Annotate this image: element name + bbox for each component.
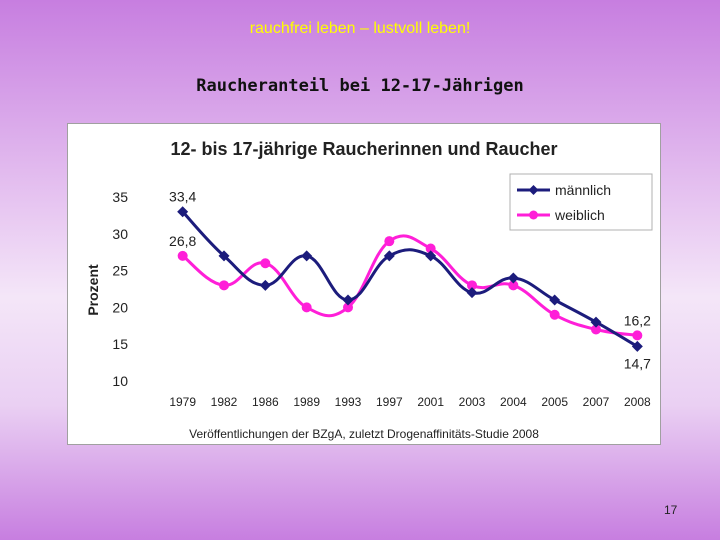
data-point-maennlich-1986: [259, 279, 271, 291]
x-tick-label-1982: 1982: [211, 395, 238, 409]
data-point-weiblich-1993: [343, 302, 353, 313]
data-point-maennlich-1997: [383, 250, 395, 262]
series-line-maennlich: [181, 210, 639, 348]
y-tick-label-3: 25: [112, 263, 128, 279]
x-tick-label-1979: 1979: [169, 395, 196, 409]
data-point-weiblich-2007: [591, 324, 601, 335]
chart-frame: 12- bis 17-jährige Raucherinnen und Rauc…: [67, 123, 661, 445]
data-point-weiblich-1997: [384, 236, 395, 247]
x-tick-label-1986: 1986: [252, 395, 279, 409]
data-point-weiblich-1986: [260, 258, 271, 269]
x-tick-label-2001: 2001: [417, 395, 444, 409]
y-tick-label-2: 20: [112, 299, 128, 315]
data-label-1: 26,8: [169, 233, 196, 249]
data-label-0: 33,4: [169, 189, 196, 205]
legend-marker-maennlich: [528, 185, 539, 195]
x-tick-label-2007: 2007: [583, 395, 610, 409]
x-tick-label-1989: 1989: [293, 395, 320, 409]
data-point-weiblich-1979: [177, 250, 188, 261]
data-point-weiblich-1982: [219, 280, 229, 291]
legend: männlich weiblich: [509, 173, 653, 231]
data-point-weiblich-2003: [467, 280, 477, 291]
y-tick-label-5: 35: [112, 189, 128, 205]
data-point-maennlich-2004: [507, 272, 519, 284]
page-number: 17: [664, 503, 678, 517]
data-point-maennlich-2007: [590, 316, 602, 328]
data-point-maennlich-2008: [631, 340, 643, 352]
y-tick-label-0: 10: [112, 373, 128, 389]
data-point-maennlich-1979: [177, 206, 189, 218]
x-tick-label-2003: 2003: [459, 395, 486, 409]
data-point-weiblich-1989: [301, 302, 312, 313]
line-chart: 12- bis 17-jährige Raucherinnen und Rauc…: [85, 139, 653, 441]
slide-title: Raucheranteil bei 12-17-Jährigen: [196, 76, 524, 96]
data-point-weiblich-2004: [508, 280, 519, 291]
data-label-2: 16,2: [624, 312, 651, 328]
data-point-weiblich-2008: [632, 330, 643, 341]
y-tick-label-4: 30: [112, 226, 128, 242]
legend-label-weiblich: weiblich: [554, 207, 605, 223]
data-point-maennlich-1989: [301, 250, 313, 262]
x-tick-label-1993: 1993: [335, 395, 362, 409]
data-point-maennlich-2003: [466, 287, 478, 299]
data-point-maennlich-2001: [425, 250, 437, 262]
x-tick-label-2008: 2008: [624, 395, 651, 409]
data-point-maennlich-1982: [218, 250, 230, 262]
data-point-weiblich-2001: [425, 243, 436, 254]
legend-marker-weiblich: [529, 210, 538, 220]
data-point-maennlich-2005: [549, 294, 561, 306]
x-axis-label: Veröffentlichungen der BZgA, zuletzt Dro…: [189, 427, 539, 441]
slide-header: rauchfrei leben – lustvoll leben!: [249, 20, 471, 37]
legend-label-maennlich: männlich: [555, 182, 611, 198]
y-axis-label: Prozent: [85, 264, 101, 316]
data-point-maennlich-1993: [342, 294, 354, 306]
x-tick-label-2005: 2005: [541, 395, 568, 409]
data-label-3: 14,7: [624, 355, 651, 371]
y-tick-label-1: 15: [112, 336, 128, 352]
x-tick-label-1997: 1997: [376, 395, 403, 409]
chart-title: 12- bis 17-jährige Raucherinnen und Rauc…: [170, 139, 557, 159]
x-tick-label-2004: 2004: [500, 395, 527, 409]
data-point-weiblich-2005: [549, 309, 560, 320]
